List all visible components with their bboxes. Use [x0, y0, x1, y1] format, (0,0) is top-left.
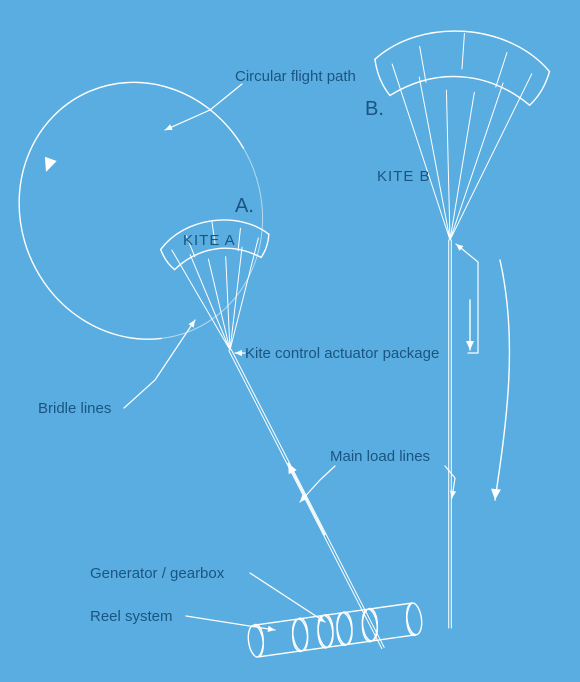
label-id-b: B.	[365, 98, 384, 121]
label-bridle: Bridle lines	[38, 400, 111, 417]
label-circular-path: Circular flight path	[235, 68, 356, 85]
label-kite-b: KITE B	[377, 168, 431, 185]
label-reel: Reel system	[90, 608, 173, 625]
label-kite-a: KITE A	[183, 232, 236, 249]
label-gearbox: Generator / gearbox	[90, 565, 224, 582]
label-main-load: Main load lines	[330, 448, 430, 465]
label-kcap: Kite control actuator package	[245, 345, 439, 362]
label-id-a: A.	[235, 195, 254, 218]
diagram-canvas	[0, 0, 580, 682]
